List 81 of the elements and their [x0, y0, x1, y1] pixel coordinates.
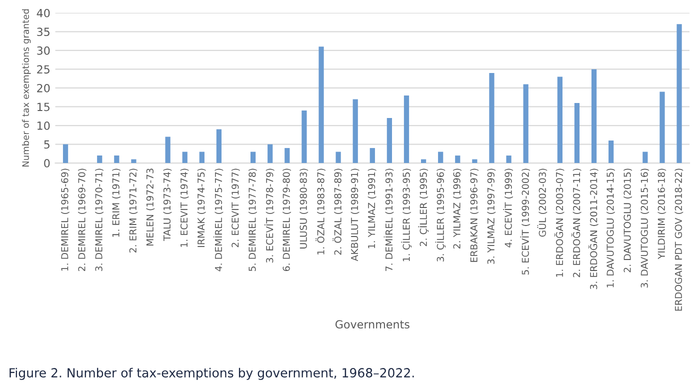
x-tick-label: 1. YILMAZ (1991) — [368, 168, 376, 248]
y-tick-label: 5 — [44, 140, 50, 149]
y-tick-label: 20 — [37, 84, 50, 92]
x-tick-label: 2. ÖZAL (1987-89) — [332, 168, 343, 255]
bar — [336, 152, 341, 164]
x-tick-label: 3. DAVUTOGLU (2015-16) — [640, 168, 650, 288]
bar — [642, 152, 648, 164]
bar — [302, 110, 307, 164]
x-tick-label: 1. ERDOĞAN (2003-07) — [554, 168, 564, 277]
x-tick-label: 4. ECEVİT (1999) — [503, 168, 513, 248]
x-tick-label: 1. DEMIREL (1965-69) — [60, 168, 70, 271]
caption: Figure 2. Number of tax-exemptions by government, 1968–2022. — [10, 368, 414, 380]
y-tick-label: 10 — [38, 121, 50, 130]
bar — [352, 99, 358, 164]
x-tick-label: 3. YILMAZ (1997-99) — [487, 168, 496, 264]
bar — [370, 148, 375, 164]
bar — [386, 118, 392, 164]
x-tick-label: 2. ERDOĞAN (2007-11) — [571, 168, 582, 278]
x-tick-label: ERBAKAN (1996-97) — [470, 168, 479, 262]
x-tick-label: 2. DEMIREL (1969-70) — [78, 168, 86, 272]
bar — [199, 152, 204, 164]
x-tick-label: IRMAK (1974-75) — [197, 168, 206, 247]
bar — [557, 76, 562, 164]
x-tick-label: 6. DEMIREL (1979-80) — [282, 168, 292, 272]
bar — [404, 95, 410, 164]
x-tick-label: 5. ECEVİT (1999-2002) — [520, 168, 530, 275]
x-tick-label: 2. YILMAZ (1996) — [453, 168, 462, 249]
x-tick-label: ULUSU (1980-83) — [300, 168, 308, 248]
bar — [318, 46, 324, 164]
x-tick-label: ERDOGAN PDT GOV (2018-22) — [674, 168, 684, 311]
y-tick-label: 0 — [44, 159, 50, 168]
x-tick-label: 4. DEMİREL (1975-77) — [213, 168, 224, 272]
x-tick-label: YILDIRIM (2016-18) — [658, 168, 666, 260]
x-tick-label: 3. ÇİLLER (1995-96) — [435, 168, 446, 262]
x-tick-label: 3. ERDOĞAN (2011-2014) — [588, 168, 598, 290]
y-axis-title: Number of tax exemptions granted — [22, 9, 31, 167]
bar — [608, 140, 614, 164]
bar — [250, 152, 256, 164]
bar — [268, 144, 273, 164]
x-tick-label: 2. ERIM (1971-72) — [129, 168, 138, 253]
bar — [506, 156, 512, 164]
x-tick-label: TALU (1973-74) — [163, 168, 172, 241]
bar — [114, 156, 120, 164]
x-tick-label: 3. DEMIREL (1970-71) — [95, 168, 104, 271]
x-tick-label: 5. DEMIREL (1977-78) — [248, 168, 257, 271]
bar — [216, 129, 222, 164]
x-tick-label: AKBULUT (1989-91) — [350, 168, 360, 262]
x-tick-label: 1. ERIM (1971) — [112, 168, 121, 237]
x-tick-label: 1. ECEVIT (1974) — [180, 168, 189, 247]
x-tick-label: 1. DAVUTOGLU (2014-15) — [606, 168, 615, 288]
y-tick-label: 40 — [36, 8, 50, 18]
bar — [472, 159, 478, 164]
y-tick-label: 25 — [37, 65, 50, 74]
x-tick-label: 7. DEMİREL (1991-93) — [384, 168, 394, 271]
bar — [574, 102, 580, 164]
bar — [591, 69, 597, 164]
x-tick-label: 3. ECEVİT (1978-79) — [264, 168, 274, 263]
bar — [62, 144, 68, 164]
x-tick-label: MELEN (1972-73 — [146, 168, 155, 246]
x-tick-label: 1. ÖZAL (1983-87) — [316, 168, 326, 254]
x-tick-label: 2. ÇİLLER (1995) — [418, 168, 429, 246]
y-tick-label: 30 — [37, 46, 50, 55]
bar — [420, 159, 426, 164]
x-tick-label: 2. DAVUTOGLU (2015) — [624, 168, 632, 272]
bar — [182, 152, 188, 164]
bar — [97, 156, 102, 164]
bar — [165, 136, 170, 164]
bar — [438, 152, 444, 164]
y-tick-label: 15 — [38, 102, 50, 112]
bar — [660, 92, 665, 164]
bar — [676, 24, 682, 164]
bar — [284, 148, 290, 164]
bar — [455, 156, 460, 164]
x-tick-label: GÜL (2002-03) — [537, 168, 548, 237]
x-tick-label: 1. ÇİLLER (1993-95) — [401, 168, 412, 262]
y-tick-label: 35 — [37, 28, 50, 36]
x-tick-label: 2. ECEVIT (1977) — [231, 168, 240, 248]
bar — [131, 159, 136, 164]
x-axis-title: Governments — [335, 320, 410, 329]
bar — [523, 84, 528, 164]
bar — [489, 72, 494, 164]
